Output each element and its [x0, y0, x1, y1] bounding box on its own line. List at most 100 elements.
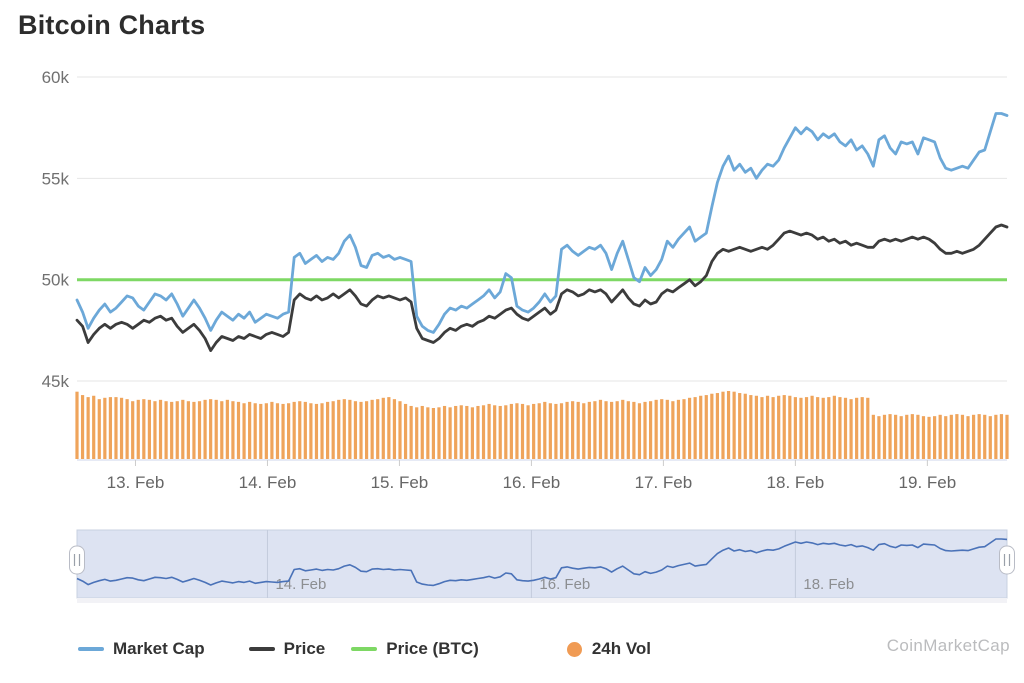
volume-bar [470, 407, 474, 459]
volume-bar [114, 397, 118, 459]
volume-bar [676, 399, 681, 459]
volume-bar [186, 401, 190, 459]
volume-bar [459, 405, 463, 459]
volume-bar [175, 401, 179, 459]
volume-bar [493, 405, 497, 459]
volume-bar [771, 397, 775, 459]
volume-bar [509, 403, 513, 459]
navigator-label: 18. Feb [803, 576, 854, 593]
navigator-right-handle-pill[interactable] [999, 545, 1015, 575]
volume-bar [726, 391, 731, 459]
volume-bar [119, 397, 124, 459]
volume-bar [392, 399, 397, 459]
volume-bar [665, 399, 669, 459]
legend: Market Cap Price Price (BTC) 24h Vol [78, 636, 651, 662]
volume-bar [615, 401, 619, 459]
legend-item-price[interactable]: Price [248, 639, 325, 659]
volume-bar [381, 397, 385, 459]
x-axis-label: 17. Feb [635, 473, 693, 492]
volume-bar [910, 414, 914, 459]
volume-bar [860, 397, 864, 459]
volume-bar [843, 397, 848, 459]
volume-bar [164, 401, 168, 459]
volume-bar [298, 401, 302, 459]
y-axis-label: 45k [42, 372, 70, 391]
volume-bar [442, 405, 447, 459]
legend-item-market-cap[interactable]: Market Cap [78, 639, 205, 659]
volume-bar [309, 403, 313, 459]
volume-bar [225, 399, 229, 459]
volume-bar [593, 401, 597, 459]
volume-bar [504, 405, 508, 459]
volume-bar [287, 403, 291, 459]
navigator-track[interactable] [76, 529, 1008, 599]
volume-bar [571, 401, 575, 459]
volume-bar [86, 397, 90, 459]
volume-bar [960, 414, 965, 459]
volume-bar [353, 401, 358, 459]
market-cap-line-swatch-icon [78, 647, 104, 651]
volume-bar [426, 407, 430, 459]
volume-bar [465, 405, 469, 459]
volume-bar [364, 401, 369, 459]
volume-bars [75, 391, 1009, 459]
volume-bar [765, 395, 770, 459]
scrollbar-track[interactable] [77, 598, 1007, 603]
volume-bar [192, 401, 196, 459]
navigator-right-handle[interactable] [999, 545, 1015, 575]
price-series [75, 223, 1009, 353]
volume-bar [454, 405, 458, 459]
legend-item-price-btc[interactable]: Price (BTC) [351, 639, 479, 659]
volume-bar [342, 399, 346, 459]
y-axis-label: 60k [42, 68, 70, 87]
price-line-swatch-icon [248, 647, 275, 651]
volume-bar [721, 391, 725, 459]
volume-bar [793, 397, 797, 459]
legend-label-24h-vol: 24h Vol [591, 639, 652, 658]
volume-bar [420, 405, 424, 459]
volume-bar [877, 416, 881, 459]
volume-bar [710, 393, 714, 459]
navigator-left-handle-pill[interactable] [69, 545, 85, 575]
volume-bar [520, 403, 525, 459]
volume-bar [738, 393, 742, 459]
volume-bar [704, 395, 708, 459]
volume-bar [955, 414, 959, 459]
volume-bar [849, 399, 853, 459]
volume-bar [415, 407, 419, 459]
legend-label-price-btc: Price (BTC) [386, 639, 479, 658]
volume-bar [281, 403, 285, 459]
volume-bar [782, 395, 786, 459]
volume-bar [125, 399, 129, 459]
volume-bar [515, 403, 519, 459]
volume-bar [799, 397, 803, 459]
navigator-label: 14. Feb [275, 576, 326, 593]
volume-bar [871, 414, 875, 459]
x-axis-label: 18. Feb [767, 473, 825, 492]
volume-bar [92, 395, 96, 459]
x-axis-label: 16. Feb [503, 473, 561, 492]
volume-bar [621, 399, 625, 459]
volume-bar [921, 416, 926, 459]
volume-bar [687, 397, 692, 459]
legend-item-24h-vol[interactable]: 24h Vol [566, 639, 652, 659]
volume-bar [170, 401, 174, 459]
volume-bar [103, 397, 107, 459]
volume-bar [894, 414, 898, 459]
volume-bar [376, 399, 380, 459]
volume-bar [275, 403, 280, 459]
volume-bar [760, 397, 764, 459]
volume-bar [1005, 414, 1009, 459]
volume-bar [314, 403, 319, 459]
navigator-left-handle[interactable] [69, 545, 85, 575]
volume-bar [693, 397, 697, 459]
volume-bar [777, 395, 781, 459]
volume-bar [532, 403, 536, 459]
volume-bar [554, 403, 558, 459]
volume-bar [236, 401, 241, 459]
volume-bar [660, 399, 664, 459]
volume-bar [197, 401, 202, 459]
volume-bar [487, 403, 491, 459]
volume-bar [983, 414, 987, 459]
